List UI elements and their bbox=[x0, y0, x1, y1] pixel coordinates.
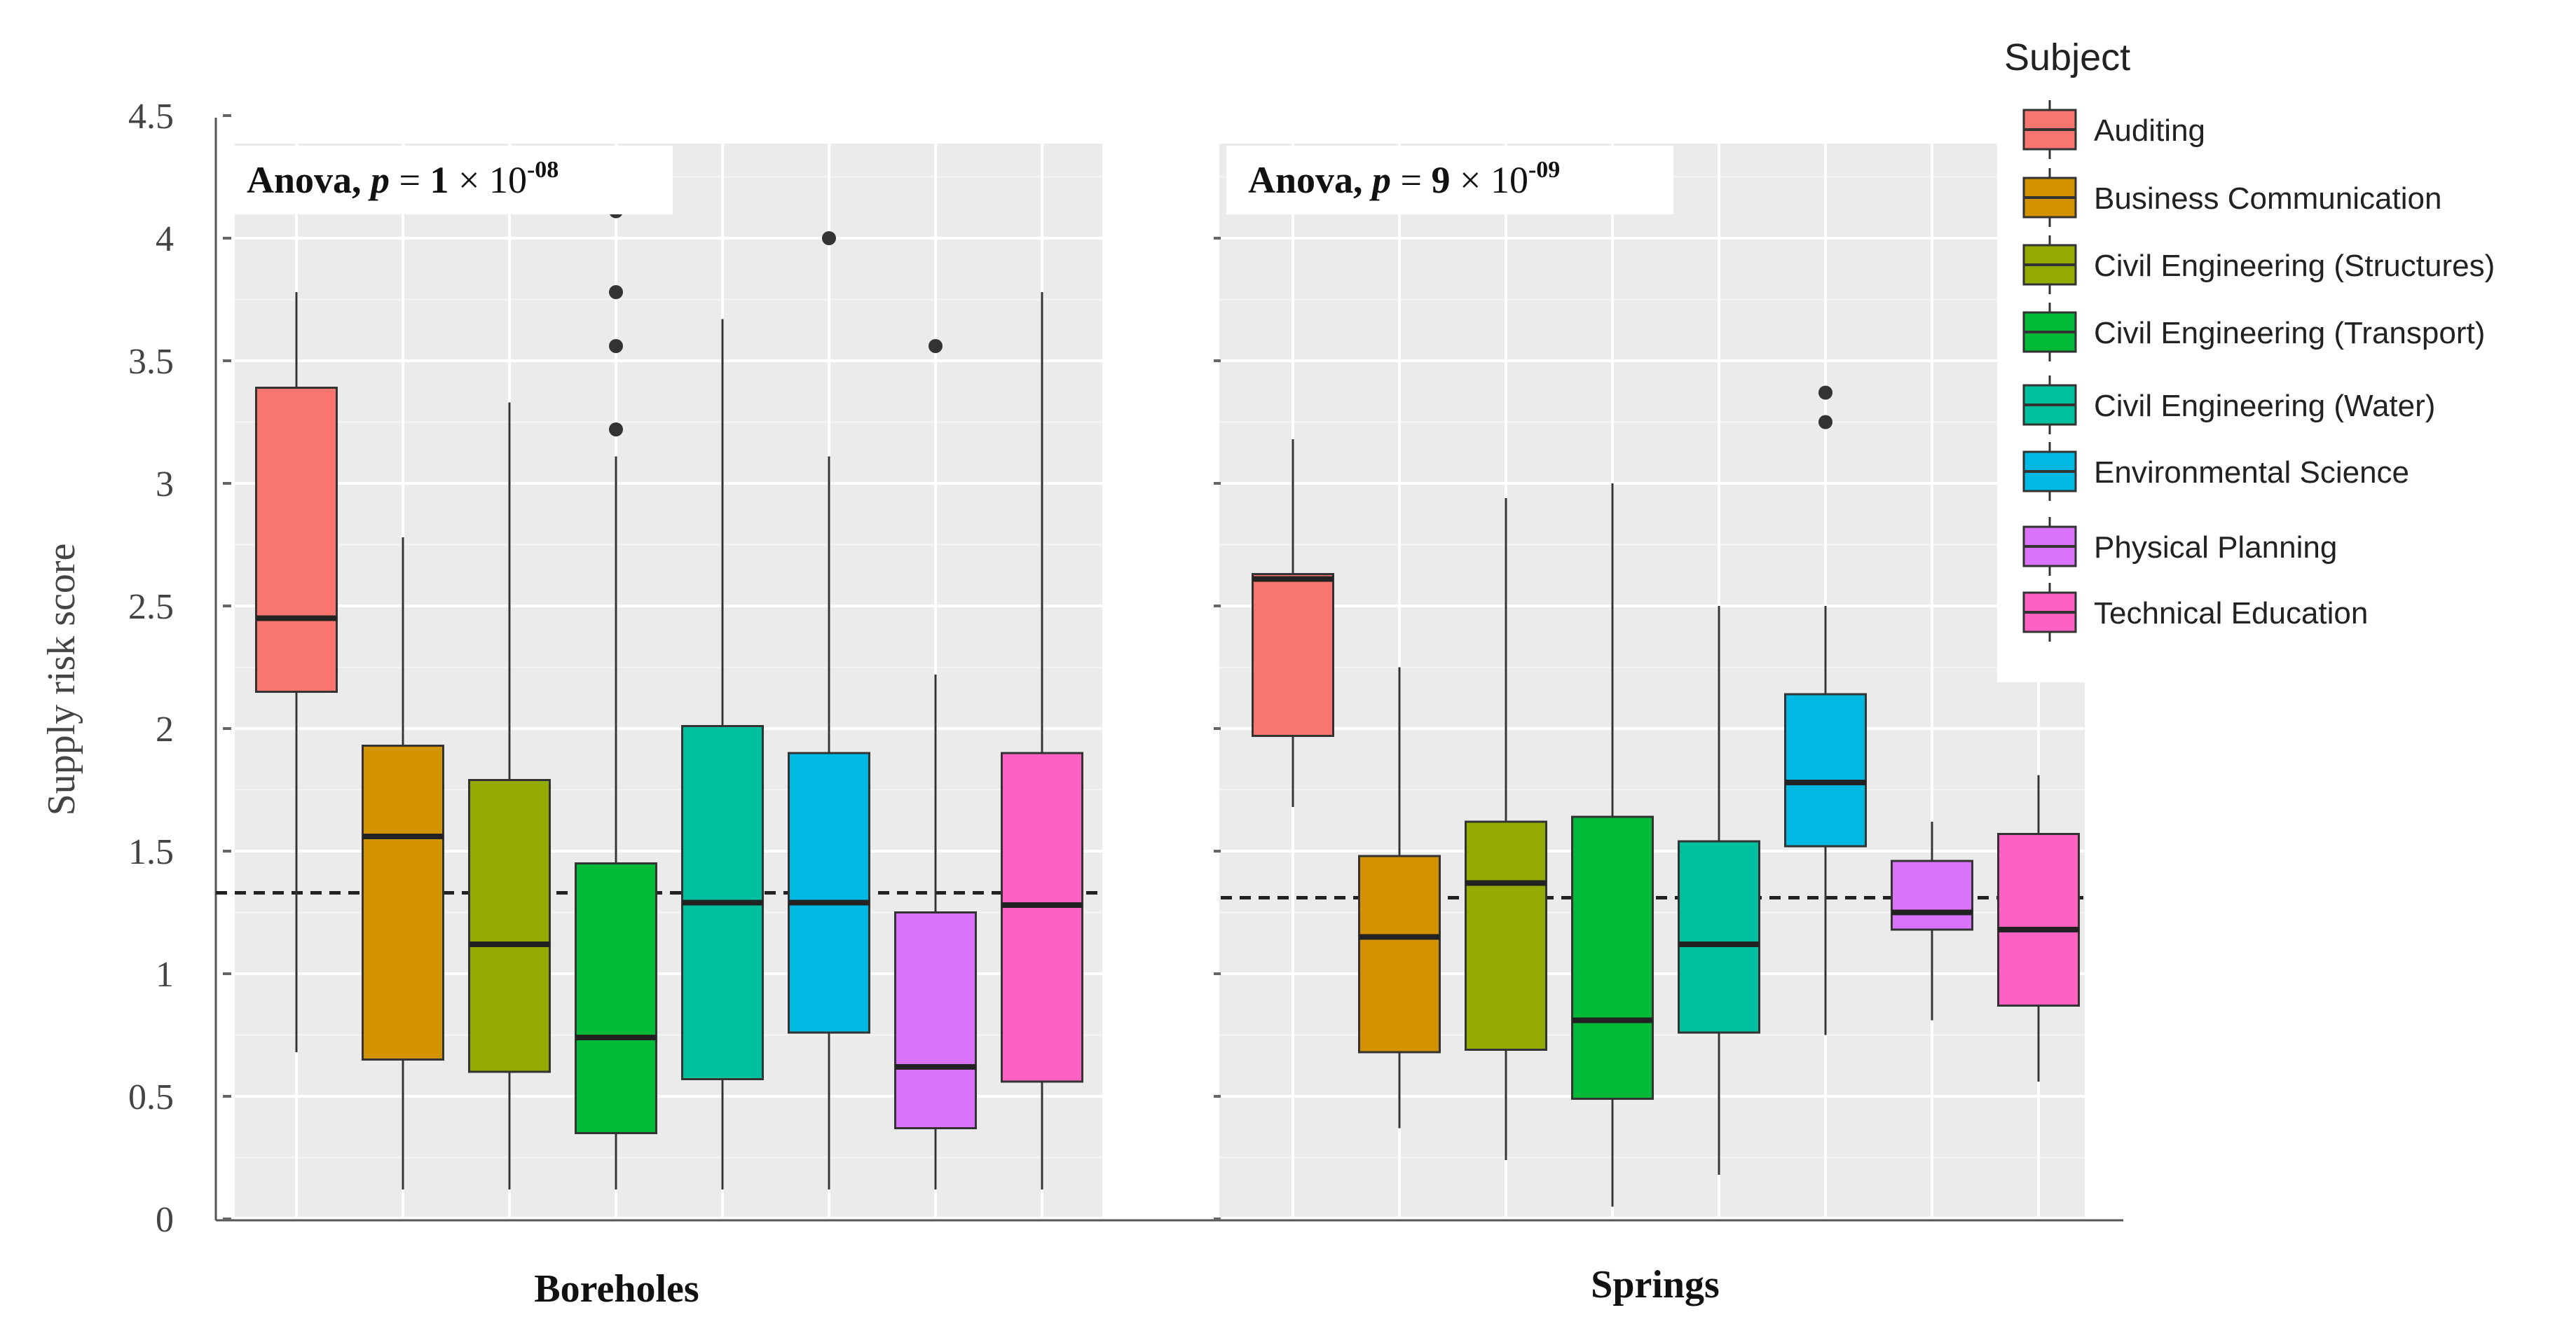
box-body bbox=[1997, 833, 2080, 1007]
legend-label: Business Communication bbox=[2094, 181, 2441, 216]
box-body bbox=[1252, 573, 1334, 737]
legend-item: Technical Education bbox=[2022, 583, 2368, 642]
legend-item: Physical Planning bbox=[2022, 517, 2337, 576]
y-tick-label: 0.5 bbox=[128, 1077, 174, 1117]
anova-times: × 10 bbox=[1460, 159, 1528, 201]
outlier-point bbox=[609, 422, 623, 436]
anova-prefix: Anova, bbox=[247, 159, 371, 201]
y-tick-label: 4.5 bbox=[128, 97, 174, 137]
legend-label: Physical Planning bbox=[2094, 530, 2337, 565]
y-tick-label: 1.5 bbox=[128, 832, 174, 872]
anova-annotation-boreholes: Anova, p = 1 × 10-08 bbox=[235, 146, 673, 214]
anova-times: × 10 bbox=[458, 159, 527, 201]
box-springs-6 bbox=[1784, 385, 1867, 1035]
box-body bbox=[1571, 815, 1654, 1100]
box-boreholes-6 bbox=[788, 231, 870, 1189]
anova-eq: = bbox=[1391, 159, 1431, 201]
anova-value: 9 bbox=[1432, 159, 1460, 201]
legend-label: Civil Engineering (Transport) bbox=[2094, 316, 2485, 350]
y-tick-label: 2.5 bbox=[128, 587, 174, 627]
legend-item: Civil Engineering (Water) bbox=[2022, 375, 2435, 434]
y-tick-label: 3 bbox=[156, 464, 174, 504]
outlier-point bbox=[609, 285, 623, 299]
outlier-point bbox=[822, 231, 836, 245]
legend-item: Auditing bbox=[2022, 100, 2205, 159]
box-body bbox=[362, 745, 444, 1061]
outlier-point bbox=[1818, 385, 1832, 400]
box-boreholes-2 bbox=[362, 537, 444, 1189]
anova-exponent: -09 bbox=[1528, 157, 1560, 183]
anova-eq: = bbox=[390, 159, 430, 201]
anova-annotation-springs: Anova, p = 9 × 10-09 bbox=[1226, 146, 1673, 214]
legend-item: Business Communication bbox=[2022, 168, 2441, 227]
y-tick-label: 1 bbox=[156, 955, 174, 995]
legend-title: Subject bbox=[2004, 36, 2130, 78]
box-springs-2 bbox=[1358, 667, 1441, 1129]
legend-label: Auditing bbox=[2094, 113, 2205, 148]
y-tick-label: 4 bbox=[156, 219, 174, 259]
anova-value: 1 bbox=[430, 159, 459, 201]
box-body bbox=[894, 911, 977, 1129]
legend-label: Environmental Science bbox=[2094, 455, 2409, 490]
anova-p: p bbox=[368, 159, 390, 201]
outlier-point bbox=[1818, 415, 1832, 429]
panel-label-springs: Springs bbox=[1591, 1263, 1720, 1306]
box-body bbox=[468, 779, 551, 1073]
box-body bbox=[1465, 820, 1547, 1051]
anova-annotation-box-boreholes bbox=[235, 146, 673, 214]
anova-annotation-box-springs bbox=[1226, 146, 1673, 214]
box-springs-3 bbox=[1465, 498, 1547, 1160]
panel-label-boreholes: Boreholes bbox=[534, 1267, 699, 1311]
box-body bbox=[575, 862, 657, 1134]
box-boreholes-5 bbox=[681, 319, 764, 1189]
anova-annotation-text-boreholes: Anova, p = 1 × 10-08 bbox=[247, 157, 559, 201]
box-boreholes-3 bbox=[468, 402, 551, 1189]
box-springs-7 bbox=[1891, 822, 1973, 1021]
legend-item: Environmental Science bbox=[2022, 442, 2409, 501]
legend-item: Civil Engineering (Transport) bbox=[2022, 303, 2485, 361]
box-body bbox=[1001, 752, 1083, 1083]
outlier-point bbox=[609, 339, 623, 353]
legend-label: Civil Engineering (Water) bbox=[2094, 389, 2435, 423]
box-boreholes-8 bbox=[1001, 292, 1083, 1189]
legend-label: Civil Engineering (Structures) bbox=[2094, 249, 2495, 283]
box-body bbox=[1891, 860, 1973, 931]
box-body bbox=[1784, 693, 1867, 848]
box-springs-4 bbox=[1571, 483, 1654, 1207]
y-tick-label: 2 bbox=[156, 710, 174, 750]
box-boreholes-1 bbox=[255, 292, 338, 1052]
box-boreholes-7 bbox=[894, 339, 977, 1189]
box-body bbox=[788, 752, 870, 1034]
box-springs-5 bbox=[1678, 606, 1760, 1175]
y-axis-label: Supply risk score bbox=[40, 544, 83, 816]
anova-exponent: -08 bbox=[527, 157, 559, 183]
legend-item: Civil Engineering (Structures) bbox=[2022, 235, 2495, 294]
box-body bbox=[1358, 855, 1441, 1054]
outlier-point bbox=[929, 339, 943, 353]
legend-label: Technical Education bbox=[2094, 596, 2368, 630]
box-body bbox=[255, 387, 338, 693]
y-tick-label: 0 bbox=[156, 1200, 174, 1240]
box-body bbox=[1678, 840, 1760, 1034]
anova-prefix: Anova, bbox=[1248, 159, 1372, 201]
y-tick-label: 3.5 bbox=[128, 342, 174, 382]
legend: Subject Auditing Business Communication Ci… bbox=[1997, 36, 2495, 682]
box-springs-8 bbox=[1997, 775, 2080, 1082]
anova-p: p bbox=[1369, 159, 1391, 201]
anova-annotation-text-springs: Anova, p = 9 × 10-09 bbox=[1248, 157, 1560, 201]
box-springs-1 bbox=[1252, 439, 1334, 807]
